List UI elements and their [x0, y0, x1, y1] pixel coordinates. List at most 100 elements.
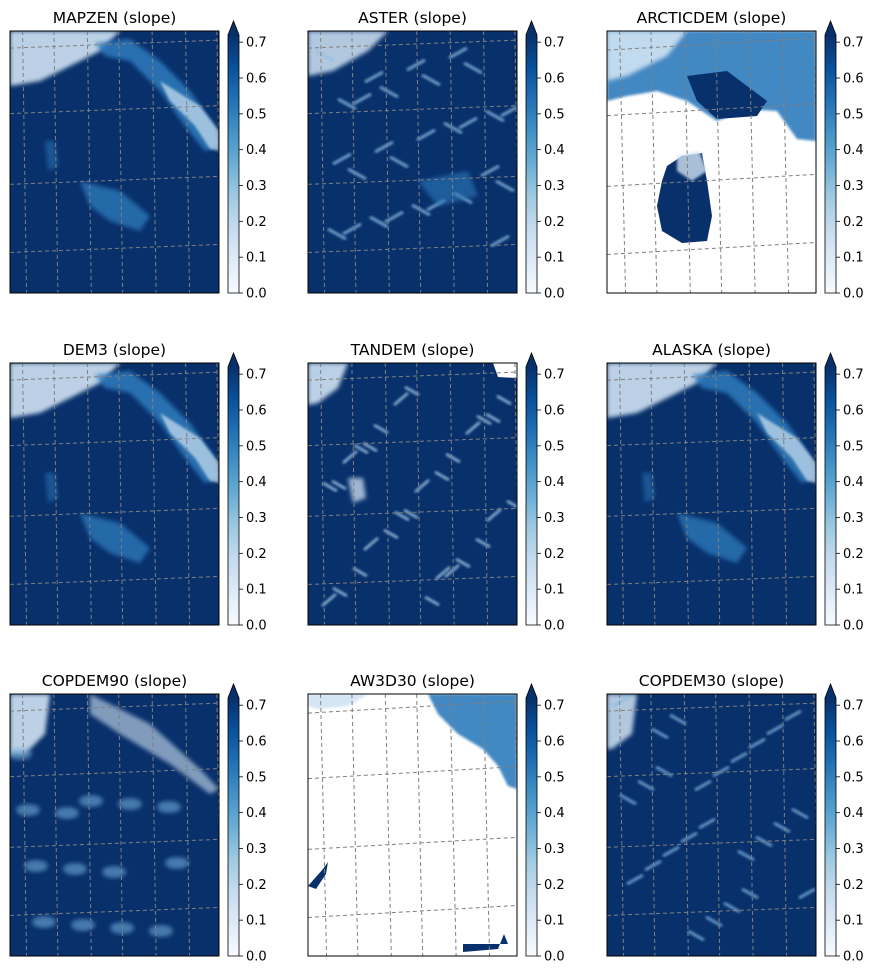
panel-9: COPDEM30 (slope) 0.0 0.1 0.2 0.3 0.4 0.5 0.6 0.7: [606, 672, 864, 965]
colorbar-tick-label: 0.0: [544, 619, 565, 634]
colorbar-tick-label: 0.5: [544, 770, 565, 785]
colorbar-tick-label: 0.6: [843, 404, 864, 419]
colorbar-tick-label: 0.7: [843, 699, 864, 714]
heatmap-raster: [607, 363, 816, 625]
colorbar-tick-label: 0.7: [246, 36, 267, 51]
colorbar-tick-label: 0.6: [246, 404, 267, 419]
colorbar-tick-label: 0.0: [544, 950, 565, 965]
colorbar-tick-label: 0.2: [843, 547, 864, 562]
map-frame: [9, 693, 220, 957]
panel-title: DEM3 (slope): [63, 341, 166, 359]
colorbar-tick-label: 0.5: [843, 439, 864, 454]
panel-5: TANDEM (slope) 0.0 0.1 0.2 0.3 0.4 0.5 0.6 0.7: [307, 341, 565, 634]
map-frame: [606, 362, 817, 626]
panel-6: ALASKA (slope) 0.0 0.1 0.2 0.3 0.4 0.5 0.6 0.7: [606, 341, 864, 634]
colorbar: 0.0 0.1 0.2 0.3 0.4 0.5 0.6 0.7: [227, 682, 267, 965]
colorbar-tick-label: 0.6: [843, 72, 864, 87]
heatmap-raster: [10, 694, 219, 956]
colorbar-tick-label: 0.3: [246, 842, 267, 857]
colorbar-tick-label: 0.4: [544, 143, 565, 158]
colorbar-tick-label: 0.7: [544, 36, 565, 51]
colorbar-tick-label: 0.2: [246, 547, 267, 562]
panel-7: COPDEM90 (slope) 0.0 0.1 0.2 0.3 0.4 0.5 0.6 0.7: [9, 672, 267, 965]
colorbar-tick-label: 0.1: [246, 914, 267, 929]
colorbar-tick-label: 0.4: [544, 475, 565, 490]
colorbar-tick-label: 0.4: [544, 806, 565, 821]
colorbar-extend-arrow: [228, 21, 239, 35]
map-frame: [9, 362, 220, 626]
colorbar-tick-label: 0.7: [246, 699, 267, 714]
colorbar-tick-label: 0.0: [843, 287, 864, 302]
colorbar: 0.0 0.1 0.2 0.3 0.4 0.5 0.6 0.7: [525, 351, 565, 634]
panel-title: AW3D30 (slope): [350, 672, 475, 690]
colorbar-tick-label: 0.0: [843, 619, 864, 634]
colorbar-tick-label: 0.5: [544, 107, 565, 122]
heatmap-raster: [308, 31, 517, 293]
colorbar-tick-label: 0.6: [246, 735, 267, 750]
colorbar: 0.0 0.1 0.2 0.3 0.4 0.5 0.6 0.7: [824, 351, 864, 634]
panel-1: MAPZEN (slope) 0.0 0.1 0.2 0.3 0.4 0.5 0.6 0.7: [9, 9, 267, 302]
colorbar-tick-label: 0.7: [843, 368, 864, 383]
colorbar: 0.0 0.1 0.2 0.3 0.4 0.5 0.6 0.7: [824, 19, 864, 302]
colorbar-tick-label: 0.1: [246, 583, 267, 598]
colorbar-tick-label: 0.4: [843, 143, 864, 158]
colorbar: 0.0 0.1 0.2 0.3 0.4 0.5 0.6 0.7: [525, 19, 565, 302]
colorbar-extend-arrow: [228, 353, 239, 367]
colorbar-tick-label: 0.4: [246, 143, 267, 158]
colorbar-tick-label: 0.6: [246, 72, 267, 87]
colorbar-tick-label: 0.2: [843, 878, 864, 893]
colorbar-tick-label: 0.4: [843, 806, 864, 821]
colorbar-tick-label: 0.1: [246, 251, 267, 266]
map-frame: [606, 693, 817, 957]
colorbar-tick-label: 0.0: [544, 287, 565, 302]
colorbar-extend-arrow: [526, 684, 537, 698]
colorbar-tick-label: 0.0: [843, 950, 864, 965]
colorbar-tick-label: 0.0: [246, 950, 267, 965]
colorbar-tick-label: 0.5: [843, 107, 864, 122]
map-frame: [307, 693, 518, 957]
colorbar-tick-label: 0.2: [544, 878, 565, 893]
colorbar-extend-arrow: [825, 21, 836, 35]
colorbar-tick-label: 0.7: [544, 368, 565, 383]
heatmap-raster: [607, 31, 816, 293]
colorbar-tick-label: 0.4: [843, 475, 864, 490]
colorbar-tick-label: 0.1: [544, 914, 565, 929]
map-frame: [307, 30, 518, 294]
colorbar-tick-label: 0.1: [544, 583, 565, 598]
colorbar-tick-label: 0.0: [246, 619, 267, 634]
panel-title: ARCTICDEM (slope): [637, 9, 787, 27]
colorbar-tick-label: 0.1: [544, 251, 565, 266]
colorbar-tick-label: 0.5: [843, 770, 864, 785]
colorbar-tick-label: 0.2: [246, 215, 267, 230]
panel-2: ASTER (slope) 0.0 0.1 0.2 0.3 0.4 0.5 0.6 0.7: [307, 9, 565, 302]
colorbar: 0.0 0.1 0.2 0.3 0.4 0.5 0.6 0.7: [227, 351, 267, 634]
map-frame: [307, 362, 518, 626]
panel-title: ALASKA (slope): [652, 341, 771, 359]
colorbar-tick-label: 0.3: [246, 179, 267, 194]
colorbar-tick-label: 0.2: [544, 547, 565, 562]
panel-title: ASTER (slope): [358, 9, 467, 27]
colorbar-tick-label: 0.6: [544, 735, 565, 750]
colorbar-extend-arrow: [526, 353, 537, 367]
colorbar-tick-label: 0.1: [843, 251, 864, 266]
colorbar-tick-label: 0.3: [544, 511, 565, 526]
map-frame: [606, 30, 817, 294]
map-frame: [9, 30, 220, 294]
heatmap-raster: [10, 31, 219, 293]
panel-4: DEM3 (slope) 0.0 0.1 0.2 0.3 0.4 0.5 0.6 0.7: [9, 341, 267, 634]
colorbar-tick-label: 0.7: [246, 368, 267, 383]
colorbar-tick-label: 0.0: [246, 287, 267, 302]
colorbar-tick-label: 0.4: [246, 806, 267, 821]
colorbar-tick-label: 0.3: [843, 179, 864, 194]
heatmap-raster: [607, 694, 816, 956]
colorbar-tick-label: 0.3: [246, 511, 267, 526]
colorbar-extend-arrow: [825, 353, 836, 367]
heatmap-raster: [308, 694, 517, 956]
colorbar-extend-arrow: [825, 684, 836, 698]
colorbar: 0.0 0.1 0.2 0.3 0.4 0.5 0.6 0.7: [227, 19, 267, 302]
colorbar-tick-label: 0.3: [544, 842, 565, 857]
colorbar-extend-arrow: [228, 684, 239, 698]
panel-title: TANDEM (slope): [350, 341, 475, 359]
colorbar: 0.0 0.1 0.2 0.3 0.4 0.5 0.6 0.7: [824, 682, 864, 965]
